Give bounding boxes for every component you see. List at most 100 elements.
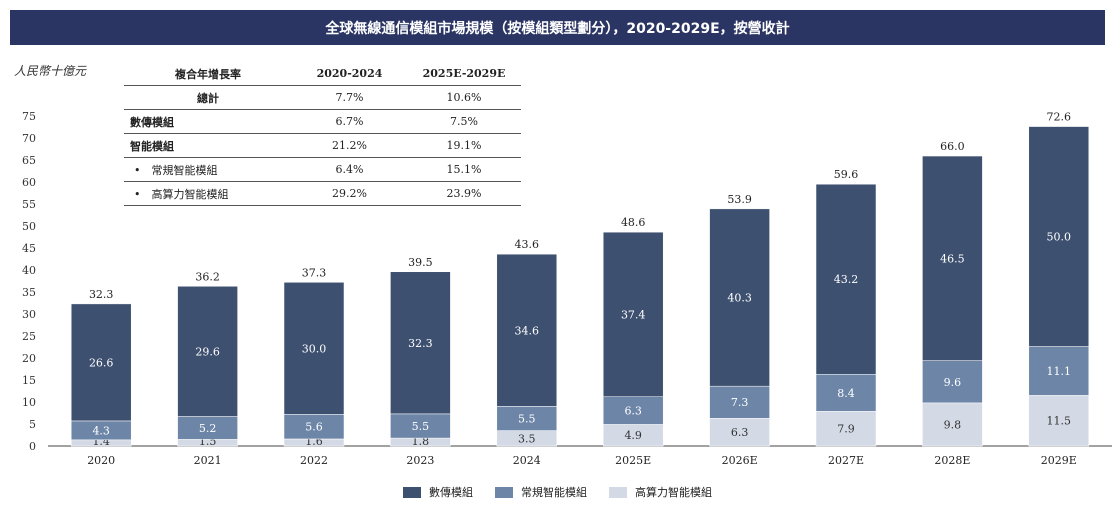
legend-label: 數傳模組 [429,486,473,499]
bar-total-label: 72.6 [1047,111,1072,124]
bar-segment-regular-smart [815,374,877,412]
data-label: 43.2 [834,273,859,286]
data-label: 4.9 [624,429,642,442]
data-label: 34.6 [515,324,540,337]
bar-segment-data-module [70,303,132,422]
x-tick-label: 2021 [194,454,222,467]
legend-item-regular-smart: 常規智能模組 [495,484,587,500]
y-tick-label: 0 [29,440,36,453]
bar-segment-regular-smart [602,396,664,425]
bar-total-label: 59.6 [834,168,859,181]
y-tick-label: 20 [22,352,36,365]
legend-item-hp-smart: 高算力智能模組 [609,484,712,500]
cagr-table-header: 複合年增長率 2020-2024 2025E-2029E [124,62,521,86]
stacked-bar-chart: 0510152025303540455055606570751.44.326.6… [22,110,1112,467]
x-tick-label: 2026E [722,454,758,467]
data-label: 11.1 [1047,365,1072,378]
data-label: 7.9 [837,423,855,436]
bar-segment-data-module [283,282,345,415]
data-label: 30.0 [302,342,327,355]
data-label: 9.6 [944,376,962,389]
legend-label: 常規智能模組 [521,486,587,499]
y-tick-label: 25 [22,330,36,343]
bar-total-label: 36.2 [195,270,220,283]
bar-total-label: 43.6 [515,238,540,251]
legend-label: 高算力智能模組 [635,486,712,499]
y-tick-label: 75 [22,110,36,123]
cagr-row-hp-smart: • 高算力智能模組 29.2% 23.9% [124,181,521,206]
cagr-header-label: 複合年增長率 [124,62,292,86]
cagr-row-total: 總計 7.7% 10.6% [124,85,521,110]
cagr-row-label: 數傳模組 [124,109,292,134]
data-label: 37.4 [621,308,646,321]
x-tick-label: 2027E [828,454,864,467]
bar-total-label: 53.9 [727,193,752,206]
bar-segment-data-module [922,155,983,361]
cagr-row-label: • 高算力智能模組 [124,181,292,206]
x-tick-label: 2028E [934,454,970,467]
data-label: 9.8 [944,418,962,431]
bar-segment-data-module [602,231,664,397]
y-tick-label: 5 [29,418,36,431]
bar-total-label: 37.3 [302,266,327,279]
bar-total-label: 66.0 [940,140,965,153]
y-tick-label: 60 [22,176,36,189]
chart-legend: 數傳模組 常規智能模組 高算力智能模組 [0,484,1115,500]
cagr-row-value-2: 7.5% [407,109,521,134]
data-label: 26.6 [89,356,114,369]
bar-segment-regular-smart [496,406,558,431]
bar-total-label: 39.5 [408,256,433,269]
legend-swatch [403,486,421,498]
cagr-header-period-1: 2020-2024 [292,62,407,86]
data-label: 5.5 [412,420,430,433]
bar-segment-data-module [1028,126,1090,347]
cagr-row-value-1: 21.2% [292,133,407,158]
bar-segment-data-module [390,271,451,415]
x-tick-label: 2020 [87,454,115,467]
cagr-row-label: • 常規智能模組 [124,157,292,182]
x-tick-label: 2022 [300,454,328,467]
bar-segment-regular-smart [709,385,770,419]
bar-segment-regular-smart [283,414,345,440]
bar-segment-data-module [177,286,238,417]
data-label: 11.5 [1047,415,1072,428]
data-label: 5.6 [305,421,323,434]
cagr-row-label: 智能模組 [124,133,292,158]
bar-total-label: 32.3 [89,288,114,301]
cagr-row-value-1: 6.4% [292,157,407,182]
x-tick-label: 2025E [615,454,651,467]
y-tick-label: 10 [22,396,36,409]
legend-swatch [609,486,627,498]
y-tick-label: 40 [22,264,36,277]
x-tick-label: 2023 [406,454,434,467]
cagr-row-label: 總計 [124,85,292,110]
y-tick-label: 45 [22,242,36,255]
bar-segment-data-module [496,253,558,407]
legend-swatch [495,486,513,498]
data-label: 32.3 [408,337,433,350]
bar-segment-data-module [709,208,770,387]
cagr-table: 複合年增長率 2020-2024 2025E-2029E 總計 7.7% 10.… [124,62,521,206]
cagr-row-regular-smart: • 常規智能模組 6.4% 15.1% [124,157,521,182]
cagr-row-value-2: 15.1% [407,157,521,182]
unit-label: 人民幣十億元 [14,64,87,78]
y-tick-label: 70 [22,132,36,145]
data-label: 3.5 [518,432,536,445]
cagr-row-value-1: 6.7% [292,109,407,134]
data-label: 46.5 [940,252,965,265]
y-tick-label: 30 [22,308,36,321]
data-label: 7.3 [731,396,749,409]
bar-total-label: 48.6 [621,216,646,229]
bar-segment-hp-smart [1028,395,1090,447]
bar-segment-regular-smart [1028,346,1090,396]
y-tick-label: 65 [22,154,36,167]
data-label: 50.0 [1047,231,1072,244]
cagr-row-data-module: 數傳模組 6.7% 7.5% [124,109,521,134]
data-label: 5.5 [518,413,536,426]
cagr-row-value-1: 29.2% [292,181,407,206]
cagr-header-period-2: 2025E-2029E [407,62,521,86]
cagr-row-value-2: 23.9% [407,181,521,206]
legend-item-data-module: 數傳模組 [403,484,473,500]
y-tick-label: 50 [22,220,36,233]
cagr-row-smart-module: 智能模組 21.2% 19.1% [124,133,521,158]
